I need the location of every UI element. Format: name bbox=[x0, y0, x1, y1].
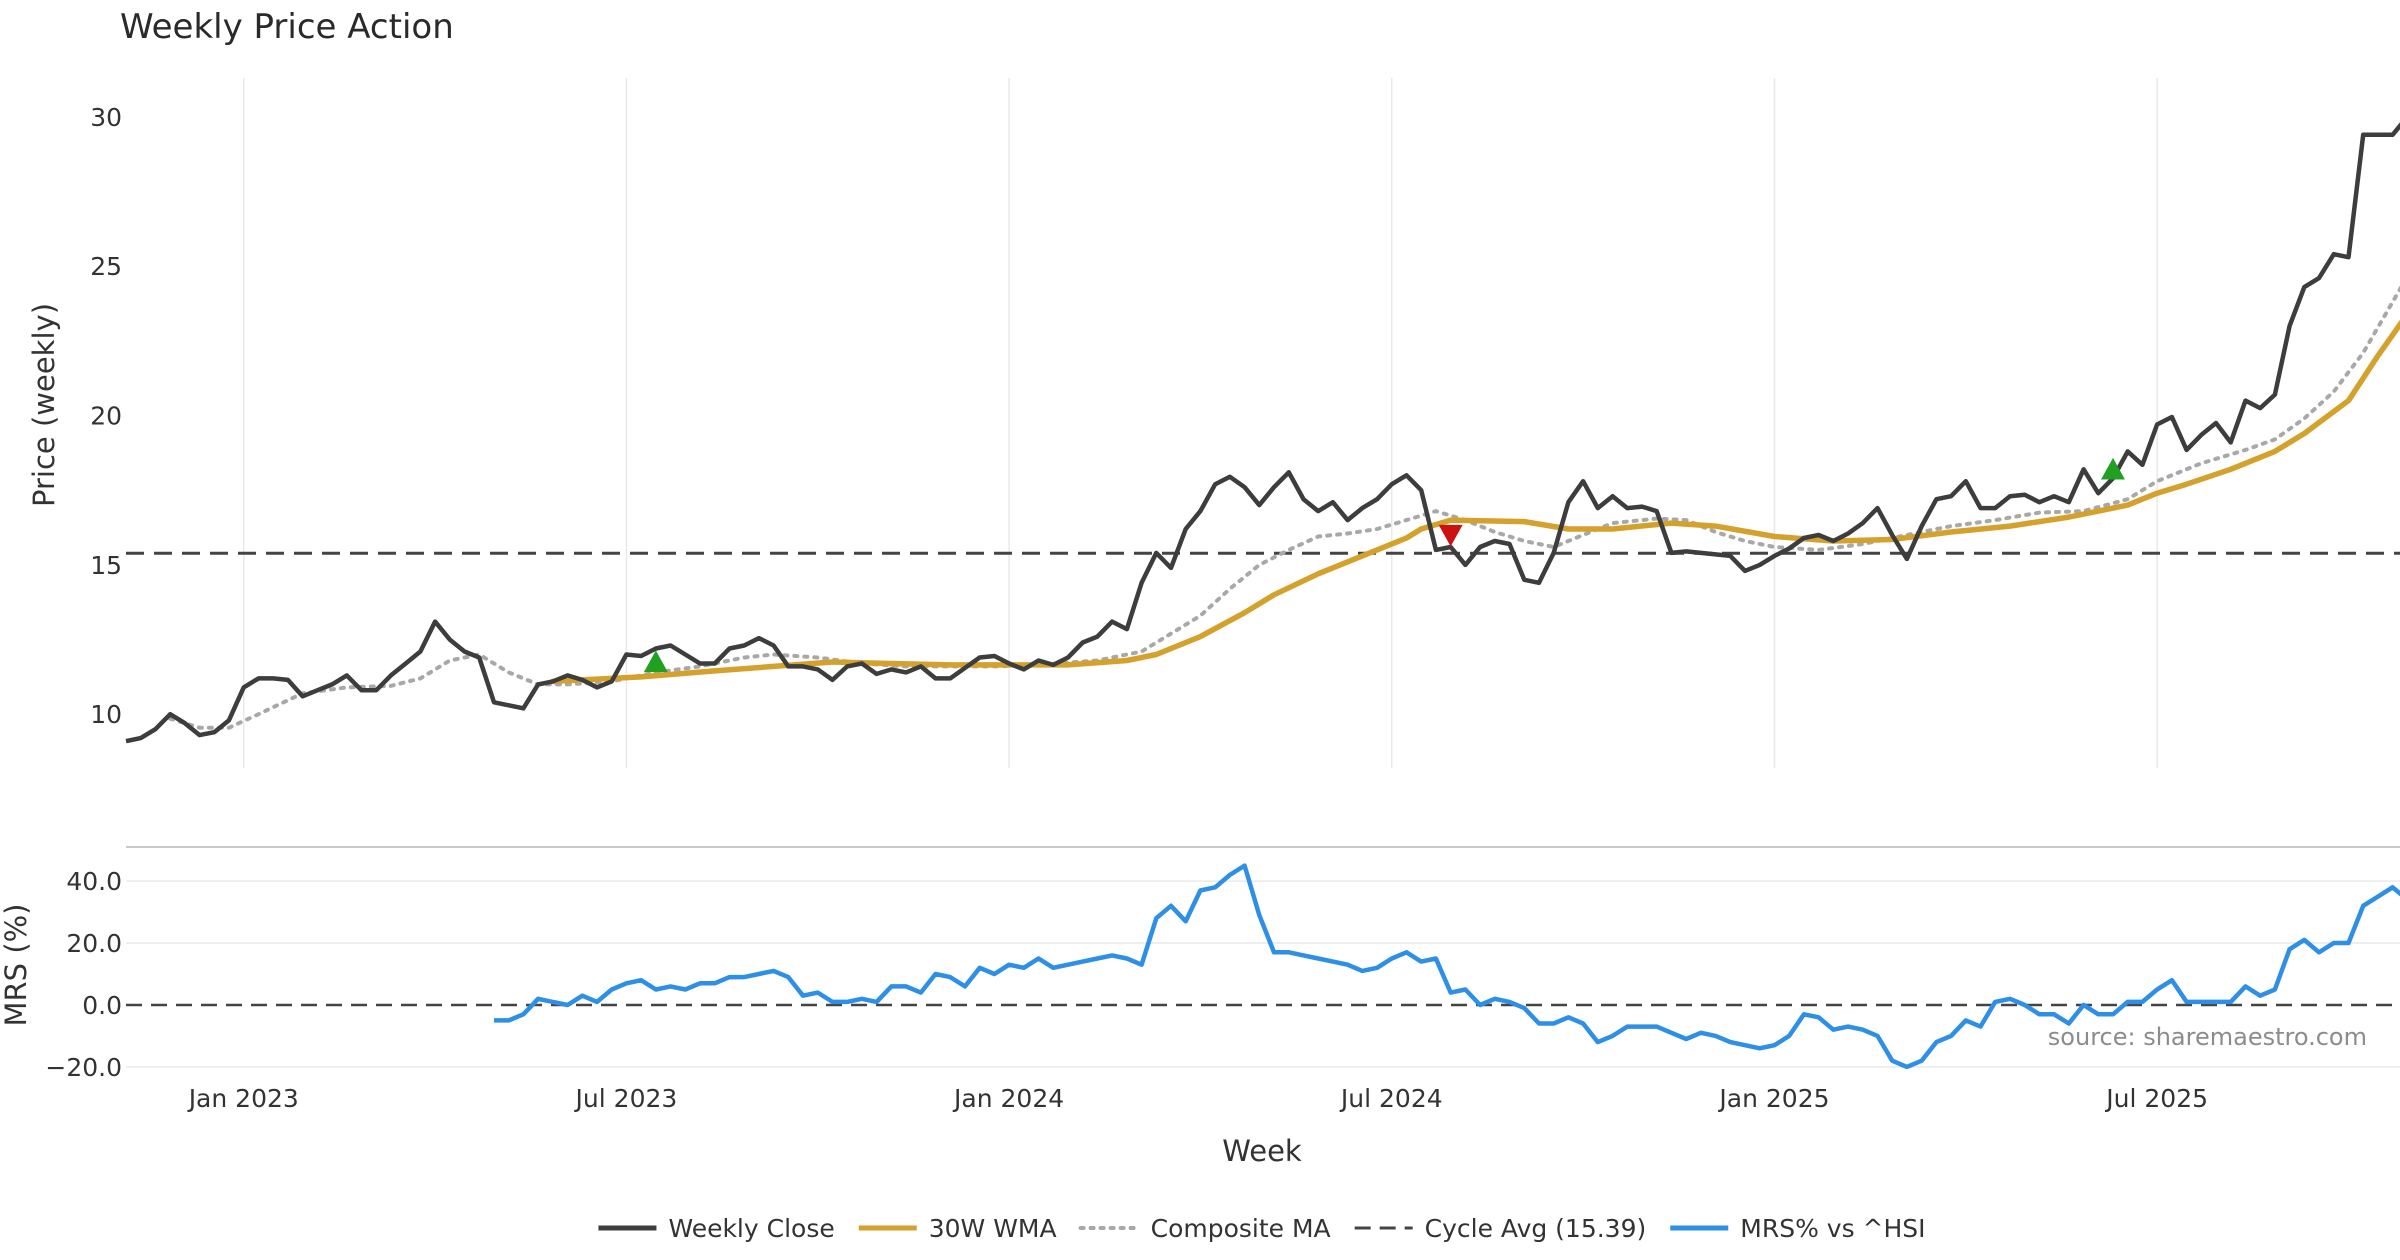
price-y-tick-label: 10 bbox=[90, 700, 122, 729]
legend-label: MRS% vs ^HSI bbox=[1740, 1214, 1925, 1243]
price-y-tick-label: 15 bbox=[90, 551, 122, 580]
x-axis-label: Week bbox=[1222, 1134, 1302, 1168]
price-axis-label: Price (weekly) bbox=[27, 303, 61, 507]
price-y-tick-label: 25 bbox=[90, 252, 122, 281]
x-tick-label: Jul 2023 bbox=[574, 1084, 678, 1113]
x-tick-label: Jul 2024 bbox=[1339, 1084, 1443, 1113]
wma-30w-line bbox=[550, 319, 2400, 685]
price-y-tick-label: 30 bbox=[90, 103, 122, 132]
composite-ma-line bbox=[168, 285, 2400, 730]
mrs-y-tick-label: −20.0 bbox=[45, 1053, 122, 1082]
mrs-y-tick-label: 0.0 bbox=[82, 991, 122, 1020]
legend-label: 30W WMA bbox=[929, 1214, 1057, 1243]
legend-label: Weekly Close bbox=[668, 1214, 834, 1243]
price-y-tick-label: 20 bbox=[90, 402, 122, 431]
weekly-close-line bbox=[125, 122, 2400, 744]
x-tick-label: Jan 2025 bbox=[1717, 1084, 1829, 1113]
chart-title: Weekly Price Action bbox=[120, 7, 454, 47]
x-tick-label: Jan 2023 bbox=[187, 1084, 299, 1113]
x-tick-label: Jan 2024 bbox=[952, 1084, 1064, 1113]
legend-label: Composite MA bbox=[1151, 1214, 1331, 1243]
source-note: source: sharemaestro.com bbox=[2048, 1023, 2367, 1051]
legend: Weekly Close 30W WMA Composite MA Cycle Avg… bbox=[598, 1214, 1926, 1243]
legend-label: Cycle Avg (15.39) bbox=[1425, 1214, 1647, 1243]
x-tick-label: Jul 2025 bbox=[2104, 1084, 2208, 1113]
buy-signal-marker bbox=[643, 650, 668, 673]
mrs-y-tick-label: 40.0 bbox=[66, 867, 122, 896]
x-axis: Jan 2023 Jul 2023 Jan 2024 Jul 2024 Jan 2025… bbox=[187, 1084, 2208, 1113]
mrs-y-tick-label: 20.0 bbox=[66, 929, 122, 958]
mrs-axis-label: MRS (%) bbox=[0, 904, 33, 1027]
price-panel: 10 15 20 25 30 bbox=[90, 78, 2400, 768]
mrs-panel: −20.0 0.0 20.0 40.0 bbox=[45, 846, 2400, 1082]
sell-signal-marker bbox=[1438, 524, 1463, 547]
buy-signal-marker bbox=[2100, 457, 2125, 480]
mrs-line bbox=[494, 863, 2400, 1070]
